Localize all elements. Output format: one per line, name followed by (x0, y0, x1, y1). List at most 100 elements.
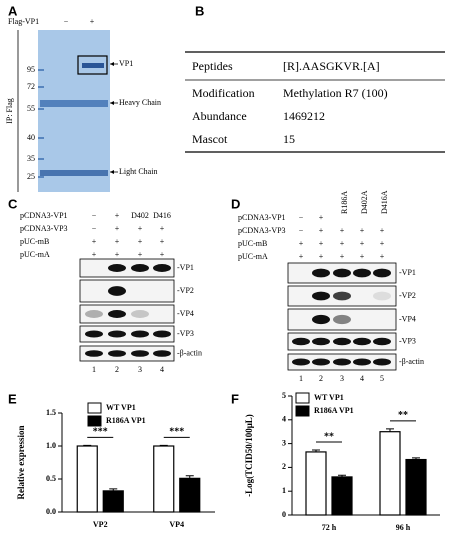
blot-band (153, 330, 171, 338)
lane-label: + (138, 250, 143, 259)
lane-label: + (160, 237, 165, 246)
panel-label: F (231, 391, 239, 406)
panel-label: A (8, 3, 18, 18)
blot-band (131, 330, 149, 338)
lane-label: + (319, 213, 324, 222)
legend-swatch (87, 415, 102, 427)
y-tick-label: 2 (282, 462, 286, 471)
band-label: Heavy Chain (119, 98, 161, 107)
x-tick-label: VP2 (93, 520, 108, 529)
marker-label: 40 (27, 133, 35, 142)
blot-strip (79, 279, 175, 303)
blot-band (353, 337, 371, 346)
lane-label: − (299, 213, 304, 222)
blot-band (333, 337, 351, 346)
significance-label: ** (398, 410, 408, 421)
y-tick-label: 0.5 (46, 474, 56, 483)
legend-swatch (295, 405, 310, 417)
y-tick-label: 0.0 (46, 507, 56, 516)
blot-band (333, 268, 351, 278)
lane-label: D416A (380, 190, 389, 214)
blot-band (131, 310, 149, 318)
lane-label: − (92, 224, 97, 233)
lane-label: + (299, 252, 304, 261)
band-label: Light Chain (119, 167, 157, 176)
error-bar (338, 474, 346, 477)
blot-band (312, 314, 330, 325)
lane-label: + (90, 17, 95, 26)
lane-label: + (380, 226, 385, 235)
bar (76, 445, 98, 513)
lane-label: + (115, 250, 120, 259)
lane-label: D416 (153, 211, 171, 220)
blot-band (85, 310, 103, 318)
gel-band (40, 100, 108, 107)
condition-label: pCDNA3-VP1 (20, 211, 68, 220)
lane-label: + (138, 224, 143, 233)
blot-label: -VP3 (177, 329, 194, 338)
blot-band (108, 310, 126, 318)
significance-label: ** (324, 431, 334, 442)
lane-label: + (138, 237, 143, 246)
condition-label: pUC-mB (20, 237, 49, 246)
x-tick-label: 72 h (322, 523, 337, 532)
lane-label: + (92, 250, 97, 259)
blot-strip (79, 258, 175, 278)
gel-band (40, 170, 108, 176)
error-bar (412, 457, 420, 460)
lane-label: + (319, 226, 324, 235)
blot-band (108, 264, 126, 272)
blot-band (373, 337, 391, 346)
condition-label: pUC-mA (20, 250, 50, 259)
table-cell: Methylation R7 (100) (283, 86, 388, 100)
lane-label: + (160, 224, 165, 233)
lane-label: + (360, 252, 365, 261)
blot-label: -VP2 (177, 286, 194, 295)
legend-label: R186A VP1 (314, 406, 354, 415)
marker-label: 55 (27, 104, 35, 113)
lane-number: 2 (115, 365, 119, 374)
blot-band (85, 350, 103, 357)
panel-label: D (231, 196, 240, 211)
y-tick-label: 1.5 (46, 408, 56, 417)
blot-band (333, 291, 351, 301)
lane-number: 3 (138, 365, 142, 374)
gel (38, 30, 110, 192)
blot-band (333, 358, 351, 366)
row-label: Flag-VP1 (8, 17, 39, 26)
condition-label: pUC-mB (238, 239, 267, 248)
lane-label: + (360, 239, 365, 248)
lane-number: 1 (299, 374, 303, 383)
lane-number: 4 (160, 365, 164, 374)
blot-label: -VP1 (177, 263, 194, 272)
band-label: VP1 (119, 59, 133, 68)
blot-label: -VP2 (399, 291, 416, 300)
blot-band (292, 337, 310, 346)
legend-label: R186A VP1 (106, 416, 146, 425)
gel-band (82, 63, 104, 68)
bar (305, 451, 327, 516)
marker-label: 95 (27, 65, 35, 74)
table-cell: [R].AASGKVR.[A] (283, 59, 380, 73)
lane-label: D402 (131, 211, 149, 220)
lane-label: + (299, 239, 304, 248)
side-label: IP: Flag (5, 98, 14, 124)
blot-band (108, 330, 126, 338)
blot-label: -VP4 (399, 314, 416, 323)
blot-band (131, 350, 149, 357)
error-bar (386, 428, 394, 432)
condition-label: pCDNA3-VP3 (238, 226, 286, 235)
lane-label: + (360, 226, 365, 235)
blot-band (373, 268, 391, 278)
blot-label: -β-actin (399, 357, 424, 366)
lane-label: + (160, 250, 165, 259)
bar (153, 445, 175, 513)
marker-label: 72 (27, 82, 35, 91)
error-bar (185, 475, 194, 479)
panel-label: C (8, 196, 18, 211)
condition-label: pCDNA3-VP3 (20, 224, 68, 233)
blot-band (373, 291, 391, 301)
significance-label: *** (169, 427, 184, 438)
lane-label: + (319, 239, 324, 248)
condition-label: pCDNA3-VP1 (238, 213, 286, 222)
